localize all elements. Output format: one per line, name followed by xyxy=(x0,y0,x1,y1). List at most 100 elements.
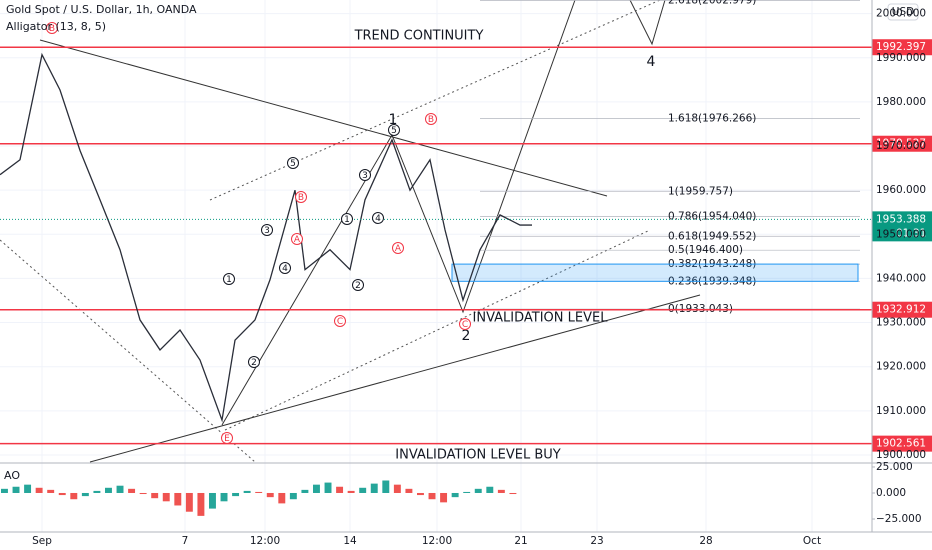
y-tick-label: 1910.000 xyxy=(876,405,926,417)
y-tick-label: 1930.000 xyxy=(876,317,926,329)
ao-bar xyxy=(197,492,205,516)
y-tick-label: 1990.000 xyxy=(876,52,926,64)
y-tick-label: 1950.000 xyxy=(876,228,926,240)
plot: 2.618(2002.979) 1.618(1976.266) 1(1959.757… xyxy=(0,0,932,452)
ao-bar xyxy=(139,492,147,495)
ao-tick-label: 0.000 xyxy=(876,487,906,499)
level-label: 1992.397 xyxy=(876,41,926,53)
y-tick-label: 1940.000 xyxy=(876,272,926,284)
wave-marker-label: A xyxy=(294,235,301,245)
ao-bar xyxy=(278,492,286,504)
fib-label: 0.786(1954.040) xyxy=(668,210,756,222)
x-tick-label: Oct xyxy=(803,535,821,547)
level-badge xyxy=(872,135,932,152)
wave-marker-label: 2 xyxy=(355,281,361,291)
x-tick-label: 12:00 xyxy=(422,535,452,547)
ao-bar xyxy=(359,487,367,493)
wave-marker-label: 2 xyxy=(251,358,257,368)
ao-bar xyxy=(313,484,320,493)
wave-marker-label: A xyxy=(395,244,402,254)
annotation: TREND CONTINUITY xyxy=(354,29,484,44)
ao-bar xyxy=(174,492,182,506)
wave-marker-label: 5 xyxy=(391,126,397,136)
price-line xyxy=(0,52,532,423)
ao-bar xyxy=(370,483,378,493)
wave-marker-label: B xyxy=(428,115,434,125)
ao-bar xyxy=(463,491,471,493)
ao-bar xyxy=(405,488,413,493)
wave-marker xyxy=(295,191,307,203)
wave-marker-label: 5 xyxy=(290,159,296,169)
wave-marker xyxy=(334,315,346,327)
wave-marker xyxy=(425,113,437,125)
ao-bar xyxy=(324,482,332,493)
channel-line xyxy=(0,239,256,463)
ao-bar xyxy=(58,492,66,496)
wave-label: 4 xyxy=(647,54,656,70)
wave-marker xyxy=(221,432,233,444)
x-tick-label: 7 xyxy=(182,535,189,547)
wave-marker xyxy=(341,213,353,225)
annotation: INVALIDATION LEVEL xyxy=(473,311,609,326)
wave-marker xyxy=(372,212,384,224)
wave-marker-label: B xyxy=(49,24,55,34)
wave-marker-label: 1 xyxy=(344,215,350,225)
x-tick-label: 12:00 xyxy=(250,535,280,547)
currency-badge[interactable] xyxy=(887,3,919,21)
ao-bar xyxy=(1,488,8,493)
ao-bar xyxy=(255,491,263,493)
ao-bar xyxy=(289,492,297,500)
ao-label: AO xyxy=(4,469,20,482)
ao-bar xyxy=(301,489,309,493)
ao-tick-label: −25.000 xyxy=(876,513,922,525)
fib-zone xyxy=(451,263,859,282)
ao-bar xyxy=(116,485,124,493)
trendline xyxy=(39,39,608,197)
ao-bar xyxy=(35,487,43,493)
wave-marker xyxy=(279,262,291,274)
countdown: 01:31 xyxy=(896,227,926,239)
last-price-label: 1953.388 xyxy=(876,213,926,225)
ao-bar xyxy=(220,492,228,502)
ao-bar xyxy=(486,486,494,493)
wave-marker-label: B xyxy=(298,193,304,203)
wave-path xyxy=(629,0,666,46)
ao-bar xyxy=(70,492,78,500)
wave-marker-label: 3 xyxy=(264,226,270,236)
ao-bar xyxy=(509,492,517,495)
wave-marker xyxy=(287,157,299,169)
ao-bar xyxy=(451,492,459,498)
wave-label: 2 xyxy=(462,328,471,344)
ao-bar xyxy=(105,487,112,493)
wave-marker-label: 4 xyxy=(375,214,381,224)
ao-bar xyxy=(162,492,170,502)
wave-marker xyxy=(388,124,400,136)
ao-bar xyxy=(336,486,344,493)
ao-bar xyxy=(243,490,251,493)
ao-bar xyxy=(151,492,159,499)
ao-bar xyxy=(382,480,390,493)
x-tick-label: 28 xyxy=(699,535,712,547)
trendlines xyxy=(0,0,701,463)
y-tick-label: 1960.000 xyxy=(876,184,926,196)
wave-marker xyxy=(46,22,58,34)
ao-bar xyxy=(24,484,32,493)
wave-path xyxy=(221,0,576,426)
ao-bar xyxy=(12,486,20,493)
ao-tick-label: 25.000 xyxy=(876,461,913,473)
ao-bar xyxy=(474,488,482,493)
indicator-label: Alligator (13, 8, 5) xyxy=(6,20,106,33)
wave-marker xyxy=(248,356,260,368)
fib-label: 0.618(1949.552) xyxy=(668,230,756,242)
wave-marker xyxy=(359,169,371,181)
wave-marker xyxy=(223,273,235,285)
level-badge xyxy=(872,39,932,56)
ao-bar xyxy=(440,492,448,503)
ao-bar xyxy=(47,489,55,493)
wave-marker-label: C xyxy=(462,320,468,330)
channel-line xyxy=(209,0,661,201)
x-tick-label: 23 xyxy=(590,535,603,547)
fib-label: 0.5(1946.400) xyxy=(668,244,743,256)
